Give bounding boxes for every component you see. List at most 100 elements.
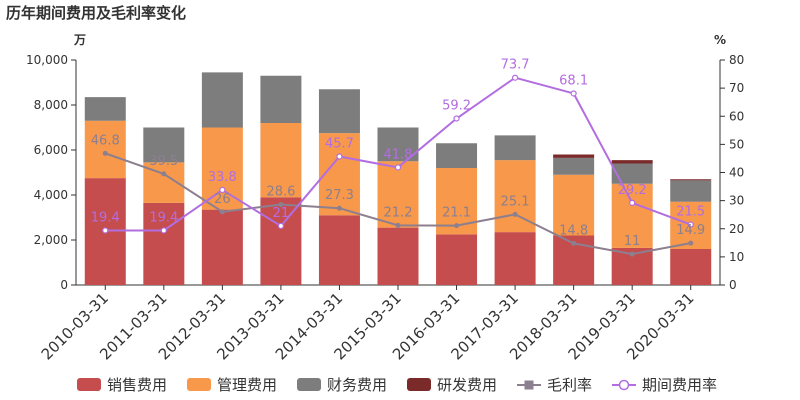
line-point <box>277 222 285 230</box>
left-axis-unit: 万 <box>73 33 86 47</box>
legend-label: 毛利率 <box>547 376 592 394</box>
line-point <box>394 164 402 171</box>
data-label: 68.1 <box>559 73 588 88</box>
line-point <box>629 251 635 257</box>
line-point <box>102 150 108 156</box>
legend-swatch-marker <box>618 379 630 391</box>
line-point <box>453 115 460 122</box>
bar-segment <box>611 163 653 184</box>
right-tick-label: 20 <box>729 222 744 236</box>
chart-title: 历年期间费用及毛利率变化 <box>6 4 187 22</box>
right-tick-label: 80 <box>729 53 744 67</box>
right-tick-label: 10 <box>729 250 744 264</box>
legend-swatch <box>407 378 431 391</box>
right-tick-label: 30 <box>729 194 744 208</box>
line-point <box>102 227 109 234</box>
bar-segment <box>494 135 536 161</box>
bar-segment <box>260 197 302 285</box>
bar-segment <box>553 154 595 158</box>
line-point <box>336 205 342 211</box>
data-label: 21 <box>273 206 290 221</box>
legend-item[interactable]: 财务费用 <box>297 376 387 394</box>
line-point <box>511 74 519 81</box>
bar-segment <box>611 183 653 248</box>
bar-segment <box>553 157 595 175</box>
left-tick-label: 8,000 <box>34 98 68 112</box>
data-label: 28.6 <box>266 185 295 200</box>
right-tick-label: 70 <box>729 81 744 95</box>
legend-item[interactable]: 毛利率 <box>517 376 592 394</box>
bar-segment <box>260 75 302 123</box>
data-label: 73.7 <box>501 58 530 73</box>
bar-segment <box>318 89 360 134</box>
data-label: 26 <box>214 192 231 207</box>
bar-segment <box>436 234 478 285</box>
line-point <box>687 221 694 228</box>
left-tick-label: 0 <box>60 278 68 292</box>
data-label: 21.1 <box>442 206 471 221</box>
lines <box>102 74 694 257</box>
line-point <box>395 222 401 228</box>
bar-segment <box>494 232 536 285</box>
legend-item[interactable]: 管理费用 <box>187 376 277 394</box>
data-label: 27.3 <box>325 188 354 203</box>
legend-label: 研发费用 <box>437 376 497 394</box>
legend-label: 财务费用 <box>327 376 387 394</box>
line-point <box>161 171 167 177</box>
bar-segment <box>377 227 419 285</box>
bar-segment <box>143 202 185 285</box>
data-label: 29.2 <box>618 183 647 198</box>
line-point <box>512 211 518 217</box>
bar-segment <box>670 179 712 181</box>
data-label: 19.4 <box>149 210 178 225</box>
bars <box>84 72 712 285</box>
line-point <box>688 240 694 246</box>
data-label: 14.9 <box>676 223 705 238</box>
legend-item[interactable]: 销售费用 <box>77 376 167 394</box>
right-tick-label: 50 <box>729 137 744 151</box>
legend-swatch-marker <box>524 380 534 390</box>
data-label: 21.5 <box>676 205 705 220</box>
bar-segment <box>201 209 243 285</box>
right-tick-label: 40 <box>729 166 744 180</box>
line-point <box>571 240 577 246</box>
legend-swatch <box>77 378 101 391</box>
legend-swatch <box>297 378 321 391</box>
data-label: 11 <box>624 234 641 249</box>
line-point <box>454 223 460 229</box>
data-labels: 46.8 39.5 26 28.6 27.3 21.2 21.1 25.1 14.8 11 14.9… <box>91 58 705 249</box>
data-label: 21.2 <box>384 205 413 220</box>
bar-segment <box>436 143 478 168</box>
legend-swatch <box>187 378 211 391</box>
line-point <box>219 209 225 215</box>
bar-segment <box>670 180 712 202</box>
line-point <box>629 199 636 206</box>
bar-segment <box>318 215 360 285</box>
left-tick-label: 2,000 <box>34 233 68 247</box>
bar-segment <box>201 72 243 128</box>
legend-label: 期间费用率 <box>642 376 717 394</box>
data-label: 25.1 <box>501 194 530 209</box>
data-label: 33.8 <box>208 170 237 185</box>
right-tick-label: 60 <box>729 109 744 123</box>
bar-segment <box>377 161 419 228</box>
bar-segment <box>553 174 595 236</box>
right-axis-unit: % <box>714 33 726 47</box>
legend-label: 销售费用 <box>107 376 167 394</box>
data-label: 45.7 <box>325 136 354 151</box>
bar-segment <box>143 127 185 163</box>
bar-segment <box>260 123 302 198</box>
legend-label: 管理费用 <box>217 376 277 394</box>
bar-segment <box>670 249 712 285</box>
line-point <box>570 90 577 97</box>
data-label: 39.5 <box>149 154 178 169</box>
legend-item[interactable]: 研发费用 <box>407 376 497 394</box>
line-point <box>160 227 167 234</box>
legend-item[interactable]: 期间费用率 <box>612 376 717 394</box>
left-tick-label: 10,000 <box>26 53 68 67</box>
right-tick-label: 0 <box>729 278 737 292</box>
legend[interactable]: 销售费用 管理费用 财务费用 研发费用 毛利率 期间费用率 <box>77 376 717 394</box>
data-label: 46.8 <box>91 133 120 148</box>
left-tick-label: 6,000 <box>34 143 68 157</box>
